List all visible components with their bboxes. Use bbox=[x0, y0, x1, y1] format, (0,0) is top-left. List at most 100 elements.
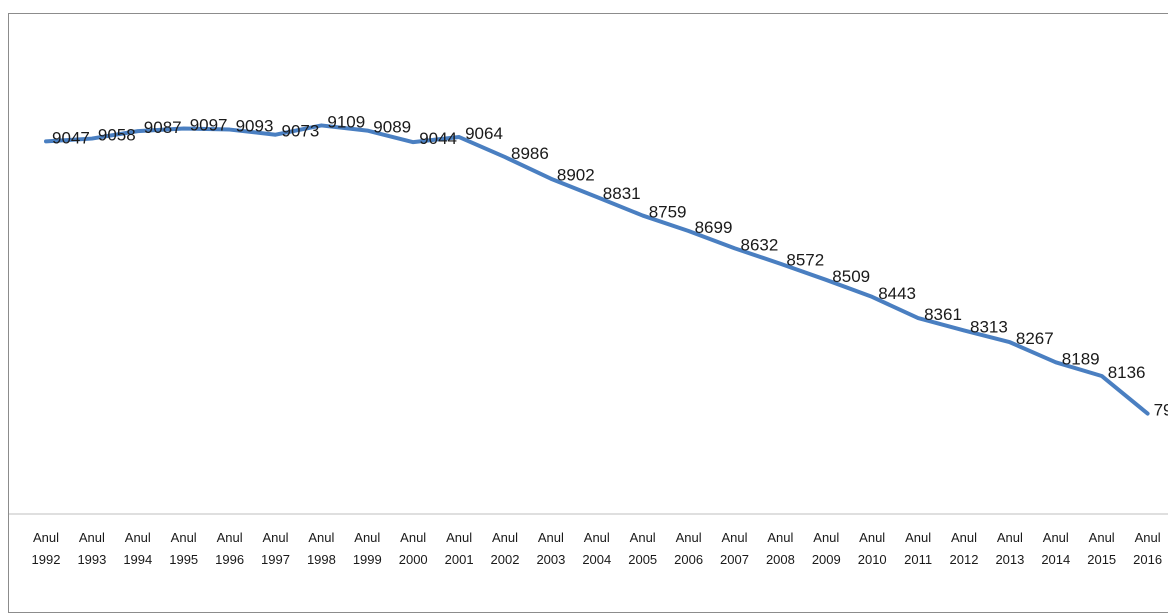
x-tick-label-line: Anul bbox=[33, 530, 59, 545]
x-tick-label-line: Anul bbox=[1089, 530, 1115, 545]
x-tick-label-line: 2010 bbox=[858, 552, 887, 567]
data-label: 7990 bbox=[1154, 401, 1168, 420]
x-tick-label-line: Anul bbox=[813, 530, 839, 545]
x-tick-label: Anul 1995 bbox=[169, 530, 198, 567]
x-tick-label: Anul 2004 bbox=[582, 530, 611, 567]
x-tick-label-line: Anul bbox=[308, 530, 334, 545]
x-tick-label-line: 2015 bbox=[1087, 552, 1116, 567]
data-label: 9087 bbox=[144, 118, 182, 137]
x-tick-label-line: Anul bbox=[79, 530, 105, 545]
x-tick-label: Anul 1996 bbox=[215, 530, 244, 567]
x-tick-label-line: 2011 bbox=[904, 552, 932, 567]
x-tick-label-line: 2014 bbox=[1041, 552, 1070, 567]
x-tick-label: Anul 2010 bbox=[858, 530, 887, 567]
x-tick-label-line: 2004 bbox=[582, 552, 611, 567]
x-tick-label-line: Anul bbox=[721, 530, 747, 545]
x-tick-label-line: 1999 bbox=[353, 552, 382, 567]
data-label: 8902 bbox=[557, 166, 595, 185]
data-label: 9044 bbox=[419, 129, 457, 148]
chart-frame: 9047 9058 9087 9097 9093 9073 9109 9089 9044 9064… bbox=[8, 13, 1168, 613]
x-axis-tick-labels: Anul 1992 Anul 1993 Anul 1994 Anul 1995 Anul 1996… bbox=[32, 530, 1163, 567]
x-tick-label-line: Anul bbox=[1135, 530, 1161, 545]
x-tick-label-line: Anul bbox=[446, 530, 472, 545]
x-tick-label-line: Anul bbox=[997, 530, 1023, 545]
data-label: 8509 bbox=[832, 267, 870, 286]
x-tick-label-line: Anul bbox=[905, 530, 931, 545]
x-tick-label-line: 1997 bbox=[261, 552, 290, 567]
data-label: 9058 bbox=[98, 126, 136, 145]
line-chart: 9047 9058 9087 9097 9093 9073 9109 9089 9044 9064… bbox=[9, 112, 1168, 567]
data-label: 9073 bbox=[282, 122, 320, 141]
x-tick-label-line: 1993 bbox=[77, 552, 106, 567]
x-tick-label: Anul 2013 bbox=[995, 530, 1024, 567]
x-tick-label-line: 1998 bbox=[307, 552, 336, 567]
data-label: 9047 bbox=[52, 128, 90, 147]
data-label: 8136 bbox=[1108, 363, 1146, 382]
x-tick-label-line: 2007 bbox=[720, 552, 749, 567]
data-label: 8443 bbox=[878, 284, 916, 303]
x-tick-label-line: Anul bbox=[492, 530, 518, 545]
x-tick-label-line: Anul bbox=[1043, 530, 1069, 545]
x-tick-label-line: 1992 bbox=[32, 552, 61, 567]
x-tick-label-line: Anul bbox=[951, 530, 977, 545]
data-label: 8759 bbox=[649, 203, 687, 222]
x-tick-label: Anul 1997 bbox=[261, 530, 290, 567]
data-label: 9089 bbox=[373, 118, 411, 137]
data-label: 8189 bbox=[1062, 349, 1100, 368]
x-tick-label-line: Anul bbox=[676, 530, 702, 545]
x-tick-label-line: 2009 bbox=[812, 552, 841, 567]
data-label: 9064 bbox=[465, 124, 503, 143]
data-label: 9093 bbox=[236, 117, 274, 136]
x-tick-label-line: Anul bbox=[400, 530, 426, 545]
x-tick-label-line: Anul bbox=[538, 530, 564, 545]
data-label: 8267 bbox=[1016, 329, 1054, 348]
x-tick-label-line: 2001 bbox=[445, 552, 474, 567]
x-tick-label: Anul 2001 bbox=[445, 530, 474, 567]
x-tick-label-line: 2012 bbox=[950, 552, 979, 567]
x-tick-label-line: 2002 bbox=[491, 552, 520, 567]
x-tick-label-line: Anul bbox=[171, 530, 197, 545]
x-tick-label: Anul 2003 bbox=[536, 530, 565, 567]
x-tick-label-line: Anul bbox=[630, 530, 656, 545]
x-tick-label: Anul 1998 bbox=[307, 530, 336, 567]
x-tick-label: Anul 1992 bbox=[32, 530, 61, 567]
data-label: 8632 bbox=[741, 235, 779, 254]
x-tick-label-line: Anul bbox=[767, 530, 793, 545]
x-tick-label: Anul 2015 bbox=[1087, 530, 1116, 567]
x-tick-label: Anul 2006 bbox=[674, 530, 703, 567]
x-tick-label: Anul 1994 bbox=[123, 530, 152, 567]
x-tick-label: Anul 2000 bbox=[399, 530, 428, 567]
x-tick-label-line: Anul bbox=[584, 530, 610, 545]
data-label: 8572 bbox=[786, 251, 824, 270]
x-tick-label-line: 2013 bbox=[995, 552, 1024, 567]
data-label: 9097 bbox=[190, 116, 228, 135]
x-tick-label-line: 2008 bbox=[766, 552, 795, 567]
x-tick-label: Anul 2014 bbox=[1041, 530, 1070, 567]
x-tick-label: Anul 1999 bbox=[353, 530, 382, 567]
x-tick-label: Anul 2012 bbox=[950, 530, 979, 567]
data-label: 8699 bbox=[695, 218, 733, 237]
x-tick-label: Anul 2009 bbox=[812, 530, 841, 567]
series-line bbox=[44, 123, 1150, 416]
x-tick-label: Anul 2007 bbox=[720, 530, 749, 567]
x-tick-label-line: 2016 bbox=[1133, 552, 1162, 567]
x-tick-label-line: 2005 bbox=[628, 552, 657, 567]
x-tick-label-line: 1996 bbox=[215, 552, 244, 567]
data-label: 8313 bbox=[970, 317, 1008, 336]
x-tick-label: Anul 2016 bbox=[1133, 530, 1162, 567]
x-tick-label-line: Anul bbox=[125, 530, 151, 545]
data-labels: 9047 9058 9087 9097 9093 9073 9109 9089 9044 9064… bbox=[52, 112, 1168, 419]
x-tick-label: Anul 2011 bbox=[904, 530, 932, 567]
x-tick-label-line: Anul bbox=[217, 530, 243, 545]
x-tick-label-line: Anul bbox=[354, 530, 380, 545]
x-tick-label-line: Anul bbox=[262, 530, 288, 545]
data-label: 8361 bbox=[924, 305, 962, 324]
x-tick-label-line: Anul bbox=[859, 530, 885, 545]
x-tick-label: Anul 2002 bbox=[491, 530, 520, 567]
x-tick-label-line: 2003 bbox=[536, 552, 565, 567]
data-label: 9109 bbox=[327, 112, 365, 131]
x-tick-label-line: 2006 bbox=[674, 552, 703, 567]
data-label: 8986 bbox=[511, 144, 549, 163]
x-tick-label: Anul 2005 bbox=[628, 530, 657, 567]
x-tick-label-line: 1994 bbox=[123, 552, 152, 567]
